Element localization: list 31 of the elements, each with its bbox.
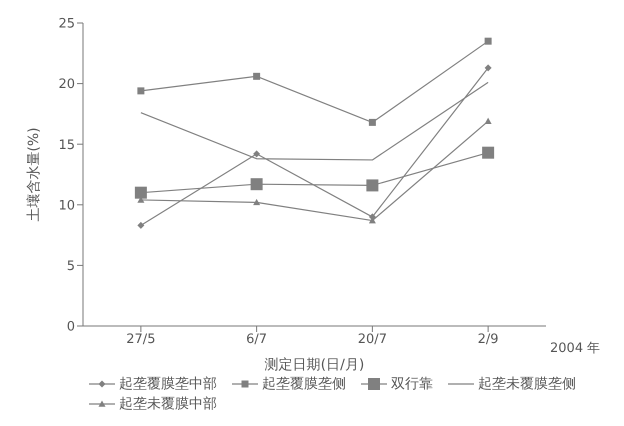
y-tick-label: 10	[58, 198, 75, 214]
x-axis-title: 测定日期(日/月)	[264, 357, 364, 373]
point	[366, 179, 378, 192]
x-tick-label: 27/5	[126, 332, 156, 348]
y-axis-title: 土壤含水量(%)	[26, 127, 42, 222]
point	[253, 198, 260, 206]
y-tick-label: 0	[66, 320, 75, 335]
point	[253, 150, 260, 158]
y-tick-label: 15	[58, 138, 75, 153]
x-tick-label: 2/9	[478, 332, 499, 348]
y-tick-label: 5	[66, 259, 75, 274]
point	[253, 72, 260, 80]
point	[484, 64, 492, 72]
text: 2004 年	[550, 340, 600, 357]
point	[250, 178, 263, 190]
point	[137, 222, 144, 229]
legend-label: 起垄未覆膜中部	[118, 395, 217, 413]
legend-label: 起垄覆膜垄中部	[118, 375, 217, 393]
point	[482, 146, 494, 159]
point	[368, 118, 376, 126]
x-tick-label: 6/7	[246, 332, 268, 348]
x-tick-label: 20/7	[358, 332, 387, 348]
y-tick-label: 25	[58, 16, 75, 32]
legend-label: 起垄未覆膜垄侧	[477, 375, 576, 393]
legend-label: 起垄覆膜垄侧	[261, 375, 346, 393]
point	[484, 118, 492, 124]
point	[137, 87, 144, 94]
y-tick-label: 20	[58, 77, 75, 92]
point	[484, 38, 492, 45]
point	[134, 186, 147, 199]
legend-label: 双行靠	[390, 375, 433, 393]
